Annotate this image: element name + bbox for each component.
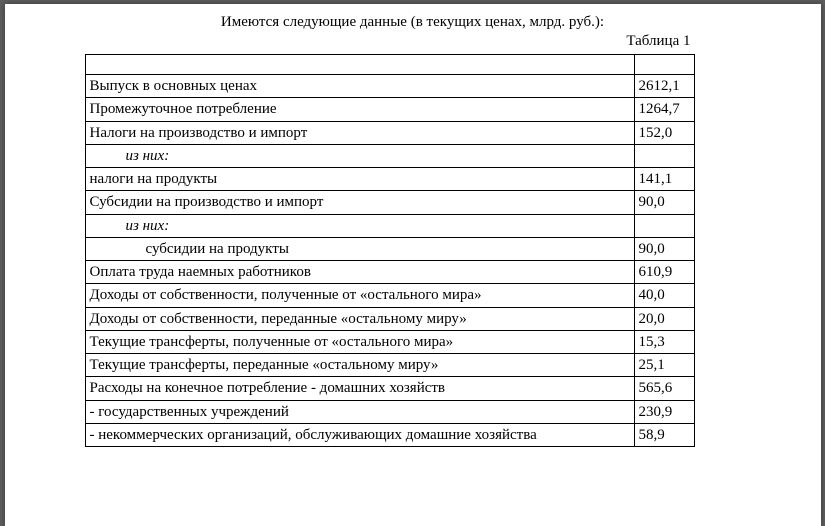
row-label: Оплата труда наемных работников [85, 261, 634, 284]
row-value: 230,9 [634, 400, 694, 423]
table-row: Налоги на производство и импорт152,0 [85, 121, 694, 144]
row-value: 20,0 [634, 307, 694, 330]
row-label: Доходы от собственности, полученные от «… [85, 284, 634, 307]
table-caption: Таблица 1 [85, 33, 741, 50]
row-value: 141,1 [634, 168, 694, 191]
table-row: - некоммерческих организаций, обслуживаю… [85, 423, 694, 446]
row-value [634, 214, 694, 237]
row-value: 610,9 [634, 261, 694, 284]
table-row: Субсидии на производство и импорт90,0 [85, 191, 694, 214]
row-value: 25,1 [634, 354, 694, 377]
table-row: из них: [85, 144, 694, 167]
row-label: Расходы на конечное потребление - домашн… [85, 377, 634, 400]
row-label: налоги на продукты [85, 168, 634, 191]
row-label: Промежуточное потребление [85, 98, 634, 121]
row-value [634, 55, 694, 75]
row-value: 15,3 [634, 330, 694, 353]
table-row: Выпуск в основных ценах2612,1 [85, 75, 694, 98]
row-value: 40,0 [634, 284, 694, 307]
row-label: Текущие трансферты, переданные «остально… [85, 354, 634, 377]
table-row: Оплата труда наемных работников610,9 [85, 261, 694, 284]
table-row: субсидии на продукты90,0 [85, 237, 694, 260]
row-label: - государственных учреждений [85, 400, 634, 423]
row-label: Доходы от собственности, переданные «ост… [85, 307, 634, 330]
row-value: 2612,1 [634, 75, 694, 98]
row-label: Выпуск в основных ценах [85, 75, 634, 98]
table-row [85, 55, 694, 75]
row-label: Текущие трансферты, полученные от «остал… [85, 330, 634, 353]
table-row: Доходы от собственности, полученные от «… [85, 284, 694, 307]
row-value: 152,0 [634, 121, 694, 144]
data-table: Выпуск в основных ценах2612,1Промежуточн… [85, 54, 695, 447]
table-row: налоги на продукты141,1 [85, 168, 694, 191]
row-label: Субсидии на производство и импорт [85, 191, 634, 214]
row-value: 1264,7 [634, 98, 694, 121]
row-value: 90,0 [634, 237, 694, 260]
page-title: Имеются следующие данные (в текущих цена… [85, 14, 741, 31]
row-value: 565,6 [634, 377, 694, 400]
table-row: Расходы на конечное потребление - домашн… [85, 377, 694, 400]
row-value: 90,0 [634, 191, 694, 214]
row-value [634, 144, 694, 167]
row-label: из них: [85, 144, 634, 167]
row-value: 58,9 [634, 423, 694, 446]
row-label: из них: [85, 214, 634, 237]
row-label: - некоммерческих организаций, обслуживаю… [85, 423, 634, 446]
document-page: Имеются следующие данные (в текущих цена… [5, 4, 821, 526]
table-row: Доходы от собственности, переданные «ост… [85, 307, 694, 330]
table-row: Текущие трансферты, полученные от «остал… [85, 330, 694, 353]
table-row: Текущие трансферты, переданные «остально… [85, 354, 694, 377]
table-row: Промежуточное потребление1264,7 [85, 98, 694, 121]
row-label: субсидии на продукты [85, 237, 634, 260]
table-row: - государственных учреждений230,9 [85, 400, 694, 423]
row-label: Налоги на производство и импорт [85, 121, 634, 144]
table-row: из них: [85, 214, 694, 237]
row-label [85, 55, 634, 75]
